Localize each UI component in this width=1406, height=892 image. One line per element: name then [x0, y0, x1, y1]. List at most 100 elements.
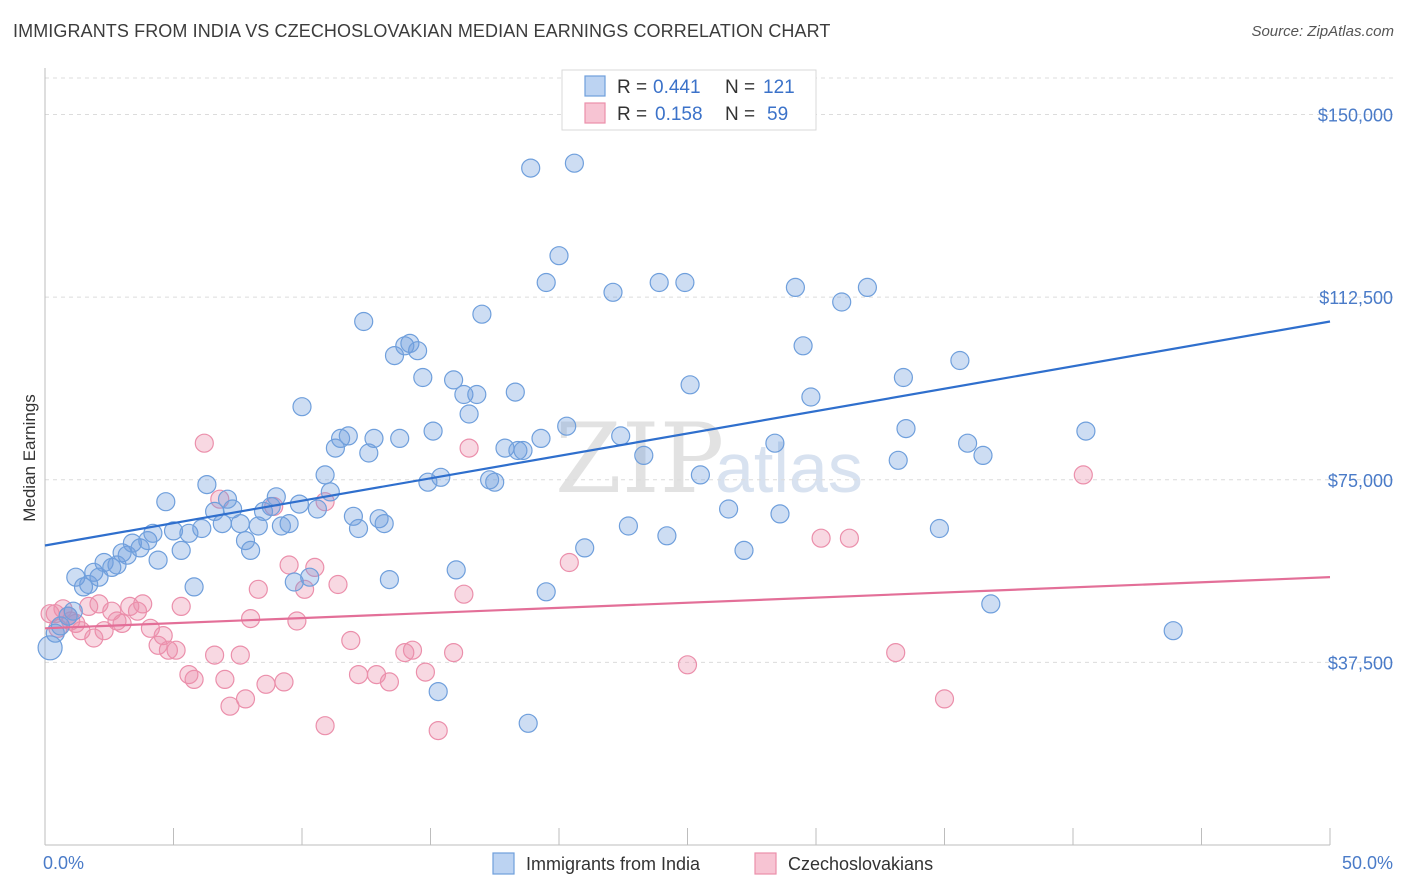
india-point: [531, 428, 551, 448]
x-tick-label: 50.0%: [1342, 853, 1393, 873]
india-point: [63, 601, 83, 621]
india-point: [929, 518, 950, 539]
india-point: [472, 304, 492, 324]
czech-point: [133, 594, 153, 614]
india-point: [611, 426, 631, 446]
india-point: [950, 350, 970, 371]
india-point: [197, 475, 217, 495]
india-point: [536, 582, 556, 602]
india-point: [634, 445, 654, 465]
india-point: [467, 384, 487, 405]
india-point: [518, 713, 538, 733]
czech-point: [287, 611, 307, 631]
bottom-legend-swatch-czech: [754, 852, 777, 875]
india-point: [444, 370, 464, 390]
india-point: [957, 433, 978, 453]
czech-point: [295, 579, 315, 599]
india-point: [857, 277, 878, 297]
india-point: [325, 438, 345, 458]
trend-lines: [44, 320, 1331, 630]
czech-point: [148, 635, 168, 655]
india-point: [307, 499, 327, 519]
india-point: [364, 428, 384, 448]
czech-point: [415, 662, 435, 682]
india-point: [446, 560, 466, 580]
india-point: [338, 426, 358, 446]
india-point: [374, 513, 394, 534]
czech-point: [559, 552, 579, 573]
india-point: [770, 504, 790, 524]
india-point: [428, 681, 448, 702]
czech-point: [248, 579, 268, 599]
czech-point: [395, 642, 415, 663]
czech-point: [348, 664, 369, 685]
india-point: [320, 482, 340, 502]
india-point: [618, 516, 639, 536]
czech-point: [315, 716, 335, 736]
india-point: [423, 421, 443, 441]
india-point: [279, 513, 299, 534]
india-point: [156, 492, 176, 512]
czech-point: [428, 720, 448, 741]
czech-point: [153, 625, 173, 646]
india-point: [765, 433, 785, 453]
india-point: [575, 538, 595, 558]
czech-point: [215, 669, 235, 690]
india-point: [289, 494, 309, 514]
india-point: [112, 543, 132, 563]
czech-trend-line: [44, 576, 1331, 630]
czech-point: [444, 642, 464, 663]
india-point: [284, 572, 304, 592]
czech-point: [328, 574, 348, 595]
india-point: [981, 594, 1001, 614]
x-tick-labels: 0.0% 50.0%: [43, 853, 1393, 873]
india-point: [513, 440, 533, 461]
legend-swatch-india: [584, 75, 606, 97]
bottom-legend: Immigrants from India Czechoslovakians: [492, 852, 933, 875]
czech-point: [677, 655, 698, 675]
india-point: [888, 450, 908, 470]
india-point: [50, 616, 71, 636]
india-point: [896, 419, 916, 439]
czech-point: [839, 528, 860, 548]
india-point: [657, 526, 677, 546]
india-point: [292, 397, 312, 417]
india-point: [557, 416, 577, 436]
india-point: [163, 521, 184, 541]
india-point: [549, 246, 569, 266]
gridlines: [45, 77, 1395, 663]
india-point: [785, 277, 806, 297]
india-point: [718, 499, 739, 519]
czech-point: [184, 669, 204, 690]
india-point: [73, 577, 94, 597]
india-point: [184, 577, 204, 597]
czech-point: [84, 628, 104, 648]
czech-point: [341, 630, 361, 651]
india-point: [315, 465, 335, 485]
axes: [44, 68, 1331, 846]
legend-n-label-india: N =: [725, 77, 755, 98]
india-point: [505, 382, 525, 402]
india-point: [248, 516, 268, 536]
chart-source: Source: ZipAtlas.com: [1251, 23, 1394, 40]
czech-point: [205, 645, 225, 665]
india-points: [37, 153, 1183, 733]
india-point: [413, 367, 433, 388]
czech-point: [171, 596, 191, 617]
india-point: [400, 333, 420, 353]
india-point: [390, 428, 410, 448]
india-point: [171, 540, 191, 561]
india-point: [675, 272, 695, 293]
india-point: [107, 555, 127, 575]
legend-n-label-czech: N =: [725, 104, 755, 125]
india-point: [130, 538, 150, 558]
y-axis-label: Median Earnings: [20, 394, 39, 522]
czech-point: [279, 555, 299, 575]
india-point: [343, 506, 363, 526]
india-point: [680, 375, 700, 395]
y-tick-label: $75,000: [1328, 471, 1393, 491]
czech-point: [886, 642, 906, 663]
india-point: [485, 472, 505, 492]
india-point: [89, 567, 109, 587]
top-legend: R = 0.441 N = 121 R = 0.158 N = 59: [561, 69, 817, 131]
